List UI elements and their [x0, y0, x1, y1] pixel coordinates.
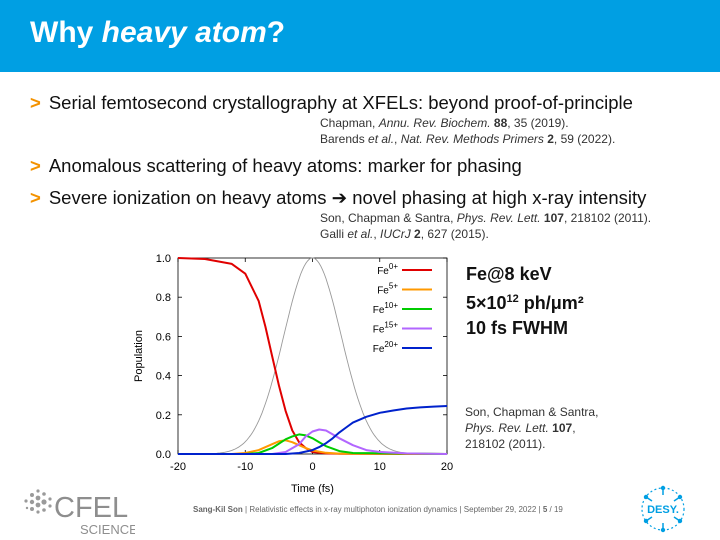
- footer-page: 5: [542, 505, 548, 514]
- reference-4: Galli et al., IUCrJ 2, 627 (2015).: [320, 227, 489, 241]
- series-line-fe5plus: [178, 439, 448, 455]
- desy-logo: DESY.: [641, 485, 685, 533]
- cfel-text: CFEL: [54, 492, 128, 524]
- pulse-parameters: Fe@8 keV 5×1012 ph/μm² 10 fs FWHM: [466, 262, 584, 341]
- footer-total: / 19: [549, 505, 563, 514]
- x-tick-label: -10: [237, 461, 253, 473]
- title-plain: Why: [30, 16, 102, 49]
- y-tick-label: 1.0: [156, 253, 171, 265]
- param-fluence: 5×1012 ph/μm²: [466, 293, 584, 313]
- title-end: ?: [266, 16, 286, 49]
- y-tick-label: 0.0: [156, 449, 171, 461]
- bullet-marker: >: [30, 187, 41, 208]
- bullet-marker: >: [30, 92, 41, 113]
- cfel-logo: CFEL SCIENCE: [24, 489, 135, 537]
- figure-citation: Son, Chapman & Santra, Phys. Rev. Lett. …: [465, 405, 599, 451]
- bullet-marker: >: [30, 155, 41, 176]
- title-bar: [0, 0, 720, 72]
- legend-label: Fe20+: [373, 340, 399, 355]
- bullet-text: Serial femtosecond crystallography at XF…: [48, 92, 633, 113]
- series-line-fe10plus: [178, 433, 448, 455]
- x-tick-label: -20: [170, 461, 186, 473]
- bullet-text: Anomalous scattering of heavy atoms: mar…: [48, 155, 522, 176]
- bullet-2: > Anomalous scattering of heavy atoms: ma…: [30, 155, 522, 177]
- y-tick-label: 0.8: [156, 292, 171, 304]
- title-italic: heavy atom: [101, 16, 267, 49]
- series-line-fe15plus: [178, 428, 448, 455]
- footer: Sang-Kil Son | Relativistic effects in x…: [193, 505, 563, 514]
- slide-title: Why heavy atom?: [30, 16, 285, 50]
- legend-label: Fe15+: [373, 321, 399, 336]
- desy-text: DESY.: [647, 504, 679, 516]
- legend-label: Fe0+: [377, 262, 398, 277]
- series-line-fe20plus: [178, 405, 448, 455]
- legend-label: Fe10+: [373, 301, 399, 316]
- y-tick-label: 0.2: [156, 410, 171, 422]
- y-axis-label: Population: [133, 330, 145, 382]
- pulse-envelope-line: [178, 257, 447, 455]
- reference-2: Barends et al., Nat. Rev. Methods Primer…: [320, 132, 616, 146]
- x-tick-label: 20: [441, 461, 453, 473]
- cfel-subtext: SCIENCE: [80, 522, 135, 537]
- reference-3: Son, Chapman & Santra, Phys. Rev. Lett. …: [320, 211, 652, 225]
- param-duration: 10 fs FWHM: [466, 318, 569, 338]
- x-tick-label: 10: [374, 461, 386, 473]
- series-line-fe0plus: [177, 257, 448, 455]
- param-energy: Fe@8 keV: [466, 264, 552, 284]
- x-axis-label: Time (fs): [291, 483, 334, 495]
- x-tick-label: 0: [309, 461, 315, 473]
- footer-talk: | Relativistic effects in x-ray multipho…: [245, 505, 541, 514]
- bullet-1: > Serial femtosecond crystallography at X…: [30, 92, 633, 114]
- footer-author: Sang-Kil Son: [193, 505, 243, 514]
- y-tick-label: 0.6: [156, 331, 171, 343]
- reference-1: Chapman, Annu. Rev. Biochem. 88, 35 (201…: [320, 116, 569, 130]
- plot-frame: [177, 257, 448, 455]
- bullet-text: Severe ionization on heavy atoms ➔ novel…: [48, 187, 647, 208]
- y-tick-label: 0.4: [156, 371, 171, 383]
- legend-label: Fe5+: [377, 282, 398, 297]
- bullet-3: > Severe ionization on heavy atoms ➔ nove…: [30, 187, 646, 209]
